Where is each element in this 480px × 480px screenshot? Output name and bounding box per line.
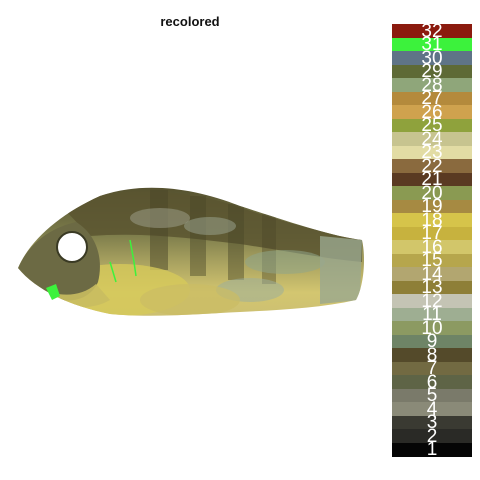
palette-swatch bbox=[392, 402, 472, 416]
palette-swatch bbox=[392, 186, 472, 200]
palette-swatch bbox=[392, 159, 472, 173]
palette-swatch bbox=[392, 118, 472, 133]
palette-swatch bbox=[392, 172, 472, 187]
palette-swatch bbox=[392, 361, 472, 376]
palette-swatch bbox=[392, 37, 472, 52]
palette-swatch bbox=[392, 51, 472, 65]
palette-swatch bbox=[392, 78, 472, 92]
palette-swatch bbox=[392, 334, 472, 349]
palette-swatch bbox=[392, 442, 472, 457]
palette-swatch bbox=[392, 415, 472, 430]
color-palette-legend: 32 31 30 29 28 27 26 25 24 23 22 21 20 19 18 17 16 15 14 13… bbox=[392, 22, 472, 459]
fish-body bbox=[18, 187, 364, 316]
palette-swatch bbox=[392, 240, 472, 254]
palette-swatch bbox=[392, 294, 472, 308]
palette-swatch bbox=[392, 64, 472, 79]
palette-swatch bbox=[392, 91, 472, 106]
palette-swatch bbox=[392, 24, 472, 38]
palette-swatch bbox=[392, 388, 472, 403]
fish-image bbox=[18, 187, 364, 316]
palette-swatch bbox=[392, 145, 472, 160]
palette-swatch bbox=[392, 307, 472, 322]
palette-swatch bbox=[392, 321, 472, 335]
palette-swatch bbox=[392, 253, 472, 268]
palette-swatch bbox=[392, 280, 472, 295]
palette-swatch bbox=[392, 429, 472, 443]
palette-swatch bbox=[392, 226, 472, 241]
plot-title: recolored bbox=[160, 14, 220, 29]
palette-swatch bbox=[392, 132, 472, 146]
palette-swatch bbox=[392, 375, 472, 389]
palette-swatch bbox=[392, 267, 472, 281]
palette-swatch bbox=[392, 213, 472, 227]
palette-swatch bbox=[392, 348, 472, 362]
palette-swatch bbox=[392, 199, 472, 214]
palette-swatch bbox=[392, 105, 472, 119]
